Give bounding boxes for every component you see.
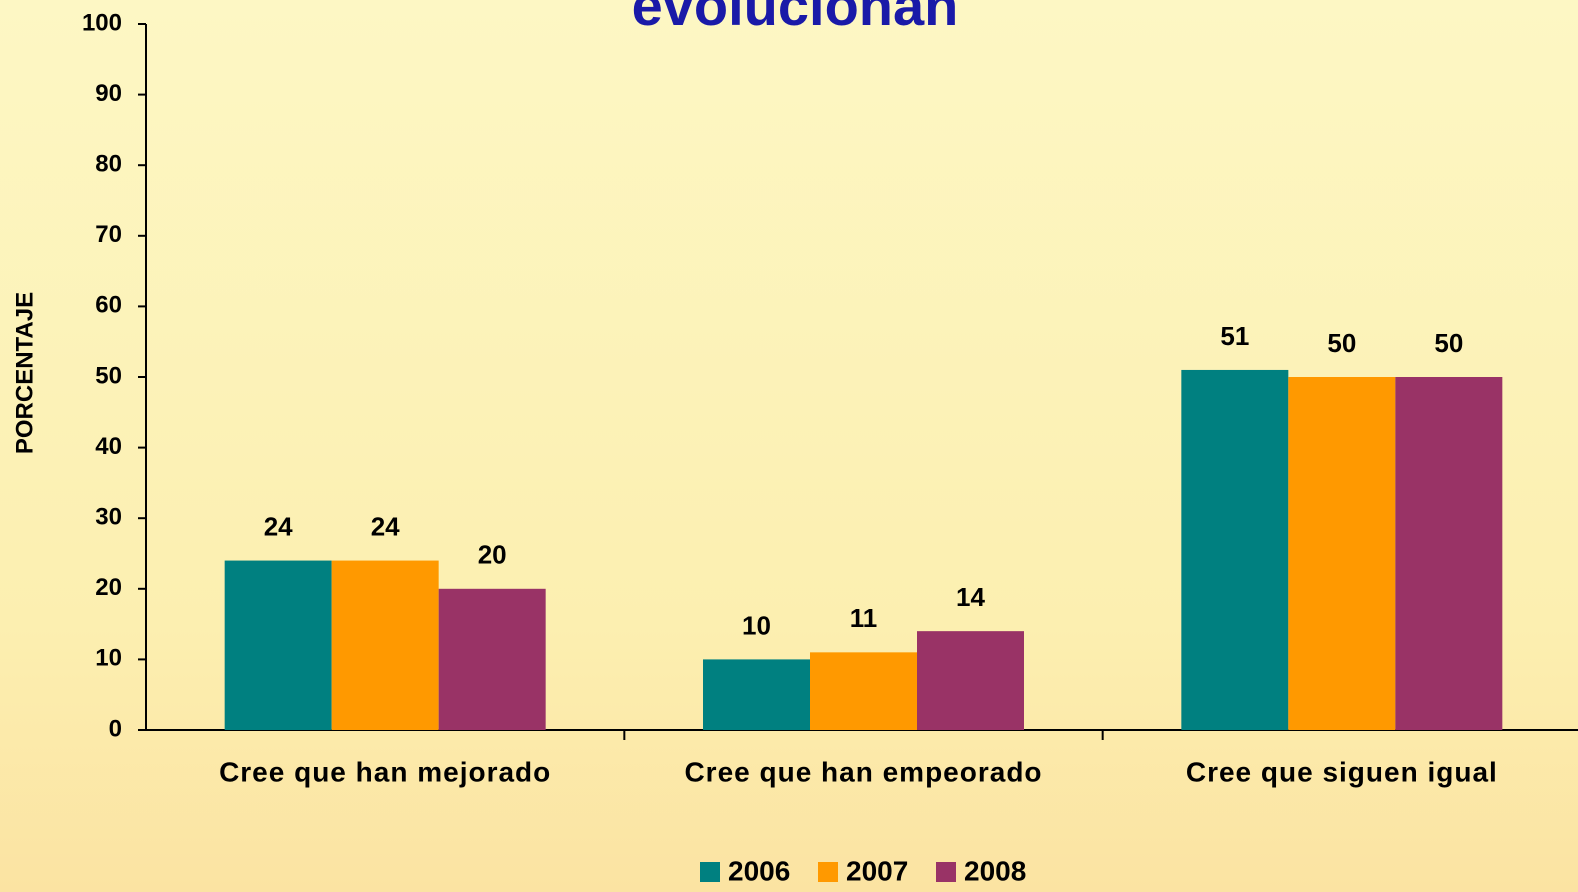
legend-swatch	[818, 862, 838, 882]
value-label: 51	[1220, 321, 1249, 351]
bar	[438, 588, 546, 730]
y-tick-label: 0	[109, 715, 122, 742]
value-label: 50	[1327, 328, 1356, 358]
value-label: 20	[478, 540, 507, 570]
value-label: 10	[742, 610, 771, 640]
bar	[224, 560, 332, 730]
y-tick-label: 60	[95, 292, 122, 319]
value-label: 11	[850, 603, 878, 633]
value-label: 24	[371, 511, 400, 541]
legend-swatch	[936, 862, 956, 882]
y-tick-label: 90	[95, 80, 122, 107]
chart-title: evolucionan	[632, 0, 959, 37]
x-tick-label: Cree que han empeorado	[684, 756, 1042, 787]
x-tick-label: Cree que han mejorado	[219, 756, 551, 787]
y-tick-label: 20	[95, 574, 122, 601]
bar	[331, 560, 439, 730]
legend-swatch	[700, 862, 720, 882]
legend-label: 2007	[846, 855, 908, 886]
bar	[917, 631, 1024, 730]
value-label: 24	[264, 511, 293, 541]
bar	[1395, 377, 1503, 730]
y-tick-label: 10	[95, 645, 122, 672]
bar	[810, 652, 917, 730]
y-tick-label: 100	[82, 9, 122, 36]
y-tick-label: 50	[95, 362, 122, 389]
x-tick-label: Cree que siguen igual	[1186, 756, 1498, 787]
legend-label: 2006	[728, 855, 790, 886]
y-tick-label: 70	[95, 221, 122, 248]
bar	[1181, 369, 1289, 730]
y-axis-label: PORCENTAJE	[11, 292, 38, 454]
legend-label: 2008	[964, 855, 1026, 886]
y-tick-label: 80	[95, 151, 122, 178]
value-label: 14	[956, 582, 985, 612]
y-tick-label: 30	[95, 504, 122, 531]
bar	[703, 659, 810, 730]
y-tick-label: 40	[95, 433, 122, 460]
value-label: 50	[1434, 328, 1463, 358]
bar	[1288, 377, 1396, 730]
